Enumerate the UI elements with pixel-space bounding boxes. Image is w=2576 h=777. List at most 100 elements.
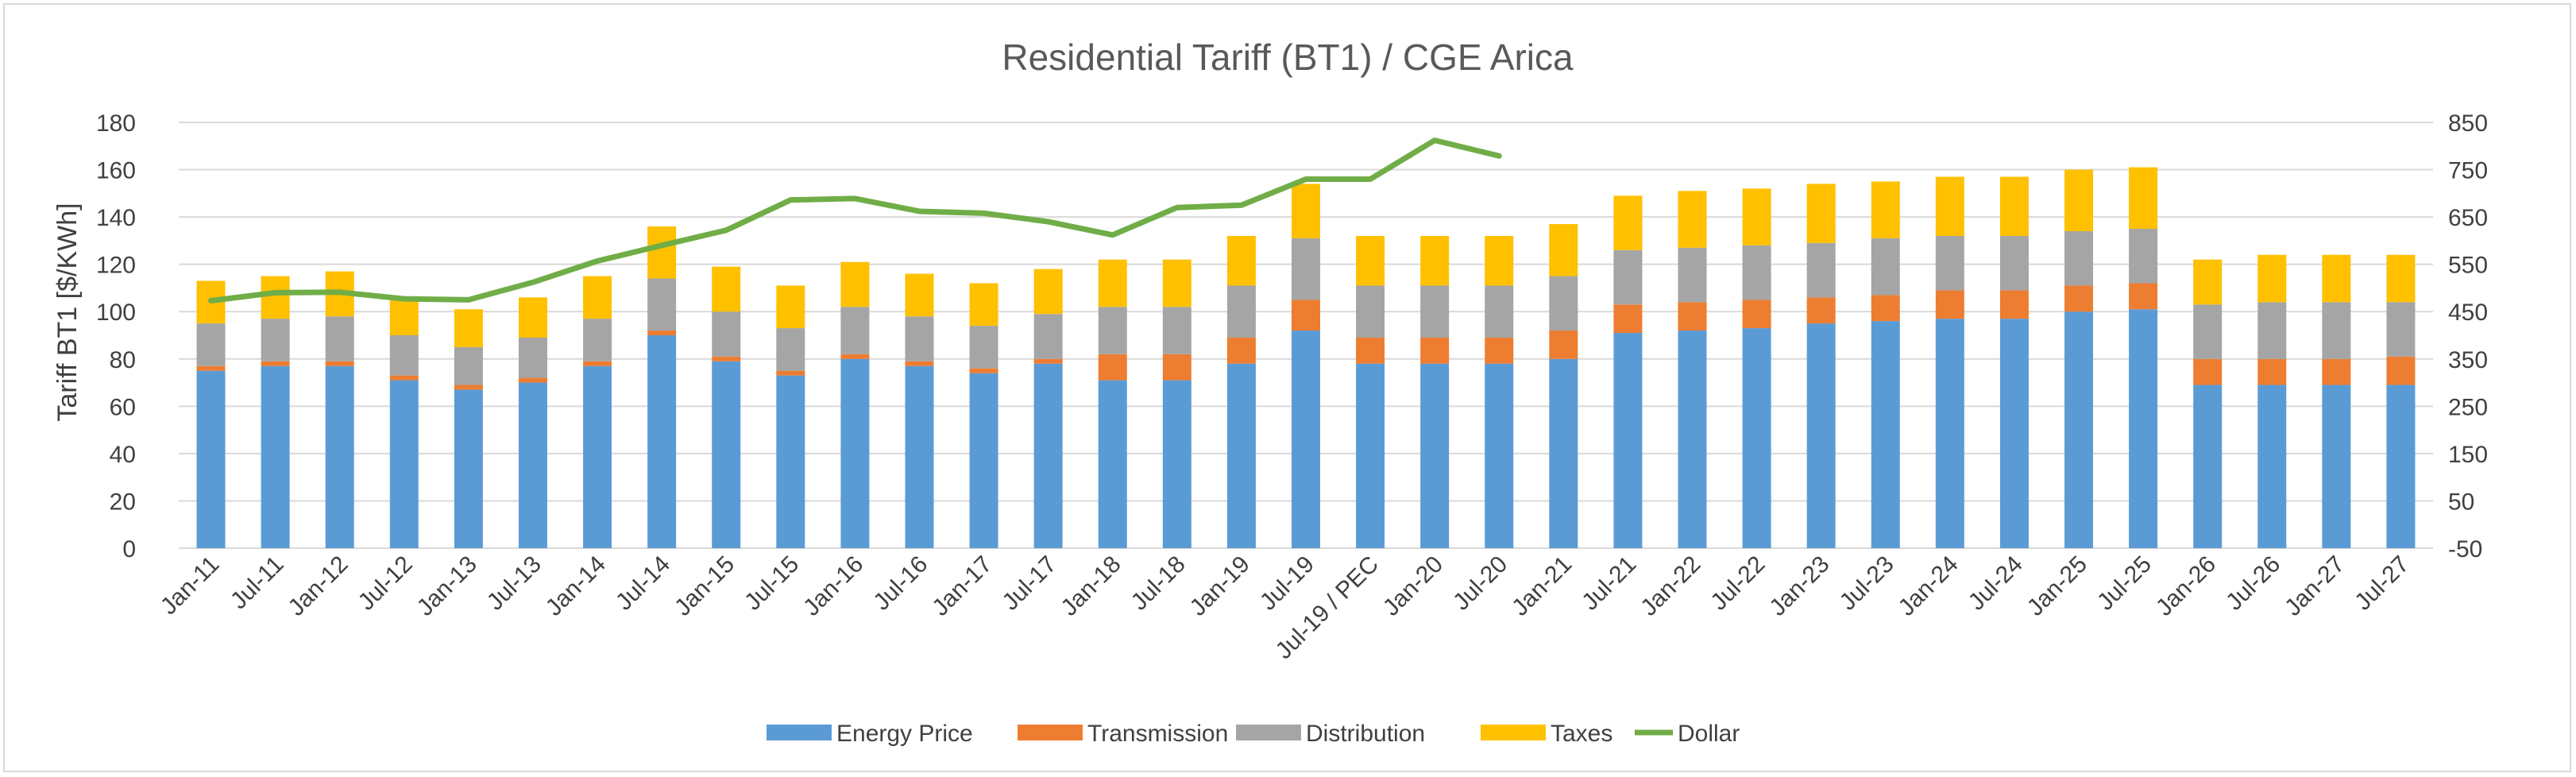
bar-segment-distribution [1871,238,1900,296]
bar-segment-energy-price [1033,363,1063,548]
bar-segment-distribution [2322,302,2351,359]
bars-group [196,167,2416,548]
bar-segment-taxes [1871,181,1900,238]
bar-segment-transmission [1999,290,2029,319]
bar-segment-distribution [389,335,419,376]
y-tick-label: 40 [110,442,136,468]
bar-segment-transmission [261,361,290,366]
bar-segment-taxes [1356,235,1385,286]
bar-segment-taxes [1678,191,1707,248]
x-tick-label: Jul-11 [226,551,289,615]
bar-segment-transmission [1935,290,1964,319]
bar-segment-distribution [1678,247,1707,303]
bar-segment-transmission [1613,304,1643,334]
bar-segment-distribution [905,316,934,361]
bar-segment-distribution [1742,245,1771,300]
bar-segment-taxes [583,276,612,319]
bar-segment-energy-price [325,365,354,548]
bar-segment-transmission [196,365,226,371]
bar-segment-transmission [647,331,677,335]
bar-segment-energy-price [518,382,547,548]
x-tick-label: Jan-25 [2022,551,2092,621]
bar-segment-transmission [840,354,870,359]
bar-segment-transmission [389,375,419,381]
legend-label-taxes: Taxes [1551,721,1612,747]
y-axis-label: Tariff BT1 [$/KWh] [52,203,83,421]
bar-segment-transmission [776,370,805,376]
bar-segment-transmission [1485,337,1514,364]
legend-label-energy-price: Energy Price [836,721,973,747]
bar-segment-transmission [1549,331,1578,359]
bar-segment-transmission [1420,337,1450,364]
y-tick-label: 60 [110,394,136,420]
x-tick-label: Jul-20 [1448,551,1512,616]
x-tick-label: Jan-22 [1636,551,1705,621]
y2-tick-label: 850 [2448,110,2488,137]
x-tick-label: Jul-25 [2092,551,2157,616]
bar-segment-distribution [1033,314,1063,359]
x-tick-label: Jul-12 [353,551,418,616]
bar-segment-distribution [1162,307,1191,354]
bar-segment-taxes [2064,169,2094,231]
y-tick-label: 120 [96,253,136,279]
y2-tick-label: 450 [2448,300,2488,326]
y2-axis-ticks: -50 50 150 250 350 450 550 650 750 850 [2448,110,2488,562]
y2-tick-label: 50 [2448,489,2474,515]
bar-segment-transmission [1292,300,1320,331]
bar-segment-taxes [454,309,483,347]
bar-segment-distribution [2386,302,2416,357]
bar-segment-energy-price [1420,363,1450,548]
y-tick-label: 0 [122,536,136,562]
bar-segment-taxes [1806,184,1836,243]
x-tick-label: Jan-11 [156,551,225,620]
x-tick-label: Jan-18 [1056,551,1126,621]
bar-segment-energy-price [2193,385,2223,548]
bar-segment-energy-price [2129,309,2158,548]
x-tick-label: Jul-21 [1577,551,1641,616]
x-tick-label: Jan-27 [2280,551,2350,621]
y-tick-label: 160 [96,158,136,184]
bar-segment-transmission [1098,354,1127,381]
bar-segment-distribution [1356,285,1385,338]
x-tick-label: Jan-24 [1894,551,1964,621]
bar-segment-distribution [2129,229,2158,284]
x-tick-label: Jan-19 [1185,551,1255,621]
bar-segment-taxes [1162,259,1191,307]
bar-segment-energy-price [1613,333,1643,548]
bar-segment-taxes [776,285,805,329]
bar-segment-energy-price [905,365,934,548]
x-tick-label: Jul-13 [482,551,546,616]
bar-segment-transmission [1033,358,1063,364]
bar-segment-energy-price [1162,380,1191,548]
bar-segment-taxes [905,273,934,317]
bar-segment-taxes [1420,235,1450,286]
bar-segment-transmission [1806,297,1836,324]
bar-segment-distribution [840,307,870,354]
bar-segment-taxes [1613,195,1643,250]
legend-swatch-distribution [1236,725,1301,740]
bar-segment-distribution [583,319,612,361]
y-tick-label: 140 [96,205,136,231]
bar-segment-energy-price [1871,321,1900,548]
y2-tick-label: 150 [2448,442,2488,468]
bar-segment-transmission [712,356,741,361]
bar-segment-energy-price [1549,358,1578,548]
bar-segment-energy-price [1098,380,1127,548]
bar-segment-energy-price [1292,331,1320,548]
bar-segment-transmission [583,361,612,366]
bar-segment-transmission [1742,300,1771,329]
bar-segment-taxes [1999,176,2029,236]
bar-segment-transmission [325,361,354,366]
x-tick-label: Jul-24 [1964,551,2028,616]
bar-segment-transmission [2064,285,2094,312]
x-tick-label: Jul-23 [1835,551,1899,616]
bar-segment-distribution [1292,238,1320,300]
bar-segment-transmission [1162,354,1191,381]
bar-segment-distribution [2064,230,2094,286]
bar-segment-transmission [2257,358,2287,385]
x-tick-label: Jan-13 [412,551,482,621]
x-tick-label: Jan-12 [283,551,353,621]
x-tick-label: Jul-15 [740,551,804,616]
y2-tick-label: 550 [2448,253,2488,279]
